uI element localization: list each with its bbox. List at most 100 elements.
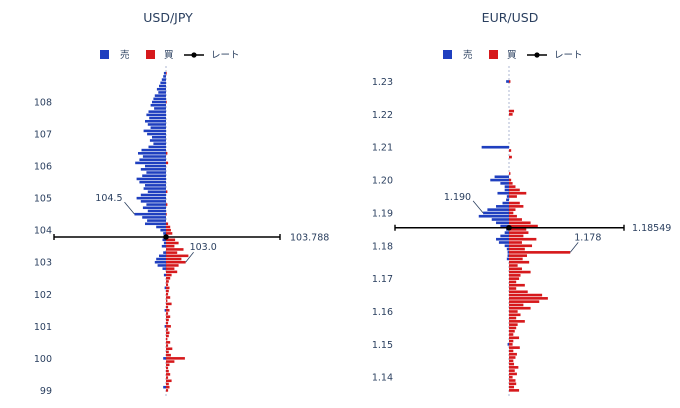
rate-legend-label: レート <box>554 50 583 61</box>
usdjpy-buy-bar <box>166 369 169 373</box>
eurusd-buy-bar <box>509 191 527 195</box>
eurusd-buy-bar <box>509 247 525 251</box>
usdjpy-buy-bar <box>166 241 179 245</box>
eurusd-y-tick-label: 1.19 <box>372 208 393 219</box>
usdjpy-sell-bar <box>153 97 166 101</box>
usdjpy-sell-bar <box>150 103 166 107</box>
eurusd-sell-bar <box>483 211 509 215</box>
eurusd-annotation-label: 1.190 <box>444 192 471 203</box>
eurusd-buy-bar <box>509 362 515 366</box>
eurusd-buy-bar <box>509 375 513 379</box>
eurusd-sell-bar <box>507 251 509 254</box>
eurusd-sell-bar <box>507 343 509 346</box>
eurusd-buy-bar <box>509 349 514 353</box>
usdjpy-buy-bar <box>166 222 169 226</box>
rate-legend-marker <box>534 52 540 58</box>
usdjpy-buy-bar <box>166 379 172 383</box>
usdjpy-buy-bar <box>166 360 175 363</box>
eurusd-sell-bar <box>491 218 509 221</box>
eurusd-buy-bar <box>509 224 538 228</box>
usdjpy-sell-bar <box>159 84 166 88</box>
usdjpy-sell-bar <box>152 100 166 104</box>
eurusd-sell-bar <box>504 231 509 234</box>
eurusd-buy-bar <box>509 195 517 198</box>
usdjpy-sell-bar <box>162 267 166 270</box>
usdjpy-sell-bar <box>148 145 166 149</box>
eurusd-buy-bar <box>509 270 531 274</box>
eurusd-y-tick-label: 1.17 <box>372 274 393 285</box>
eurusd-sell-bar <box>504 185 509 188</box>
usdjpy-y-tick-label: 103 <box>34 258 52 269</box>
usdjpy-chart: USD/JPY 売 買 レート 99 100 101 102 103 104 105 106 1… <box>34 10 329 397</box>
usdjpy-sell-bar <box>163 273 166 277</box>
usdjpy-y-tick-label: 104 <box>34 226 52 237</box>
usdjpy-y-tick-label: 100 <box>34 354 52 365</box>
eurusd-buy-bar <box>509 303 524 307</box>
usdjpy-sell-bar <box>160 228 166 232</box>
usdjpy-buy-bar <box>166 363 170 367</box>
eurusd-buy-bar <box>509 260 530 264</box>
usdjpy-title: USD/JPY <box>143 10 193 25</box>
sell-legend-label: 売 <box>120 49 130 61</box>
eurusd-y-tick-label: 1.16 <box>372 307 393 318</box>
usdjpy-buy-bar <box>166 344 169 347</box>
eurusd-buy-bar <box>509 208 516 211</box>
usdjpy-y-tick-label: 108 <box>34 98 52 109</box>
rate-legend-marker <box>191 52 197 58</box>
usdjpy-buy-bar <box>166 71 167 75</box>
usdjpy-buy-bar <box>166 289 169 293</box>
usdjpy-buy-bar <box>166 267 175 270</box>
eurusd-y-tick-label: 1.21 <box>372 143 393 154</box>
usdjpy-sell-bar <box>164 309 166 312</box>
usdjpy-buy-bar <box>166 385 170 389</box>
eurusd-sell-bar <box>506 195 509 198</box>
eurusd-buy-bar <box>509 372 517 376</box>
eurusd-sell-bar <box>496 221 509 225</box>
eurusd-buy-bar <box>509 389 520 392</box>
usdjpy-buy-bar <box>166 389 169 392</box>
eurusd-buy-bar <box>509 149 512 152</box>
usdjpy-sell-bar <box>145 184 166 187</box>
usdjpy-buy-bar <box>166 238 176 242</box>
usdjpy-buy-bar <box>166 260 186 264</box>
usdjpy-buy-bar <box>166 190 168 194</box>
usdjpy-sell-bar <box>160 81 166 85</box>
eurusd-chart: EUR/USD 売 買 レート 1.14 1.15 1.16 1.17 1.18 1.19… <box>372 10 671 396</box>
eurusd-buy-bar <box>509 80 511 83</box>
usdjpy-buy-bar <box>166 382 169 386</box>
usdjpy-sell-bar <box>139 158 166 161</box>
usdjpy-buy-bar <box>166 357 185 360</box>
usdjpy-buy-bar <box>166 152 168 155</box>
usdjpy-y-tick-label: 106 <box>34 162 52 173</box>
eurusd-buy-bar <box>509 297 548 300</box>
sell-legend-label: 売 <box>463 49 473 61</box>
eurusd-sell-bar <box>504 188 509 192</box>
eurusd-buy-bar <box>509 244 533 248</box>
usdjpy-sell-bar <box>163 385 166 389</box>
eurusd-sell-bar <box>490 178 509 182</box>
usdjpy-buy-bar <box>166 309 170 312</box>
usdjpy-sell-bar <box>142 216 166 219</box>
eurusd-buy-bar <box>509 283 525 287</box>
eurusd-annotation-leader <box>569 242 579 253</box>
eurusd-buy-bar <box>509 185 516 188</box>
eurusd-sell-bar <box>496 237 509 241</box>
usdjpy-sell-bar <box>143 187 166 190</box>
eurusd-sell-bar <box>496 205 509 208</box>
eurusd-annotation-leader <box>472 200 484 214</box>
usdjpy-sell-bar <box>136 177 166 181</box>
eurusd-buy-bar <box>509 178 512 182</box>
usdjpy-sell-bar <box>143 129 166 133</box>
eurusd-buy-bar <box>509 205 524 208</box>
usdjpy-buy-bar <box>166 273 172 277</box>
usdjpy-sell-bar <box>146 113 166 117</box>
usdjpy-sell-bar <box>146 203 166 206</box>
eurusd-sell-bar <box>498 241 509 244</box>
usdjpy-sell-bar <box>134 212 166 216</box>
eurusd-buy-bar <box>509 300 540 303</box>
usdjpy-sell-bar <box>146 171 166 174</box>
usdjpy-buy-bar <box>166 315 171 318</box>
eurusd-buy-bar <box>509 352 517 356</box>
usdjpy-sell-bar <box>163 357 166 360</box>
usdjpy-sell-bar <box>152 136 166 139</box>
